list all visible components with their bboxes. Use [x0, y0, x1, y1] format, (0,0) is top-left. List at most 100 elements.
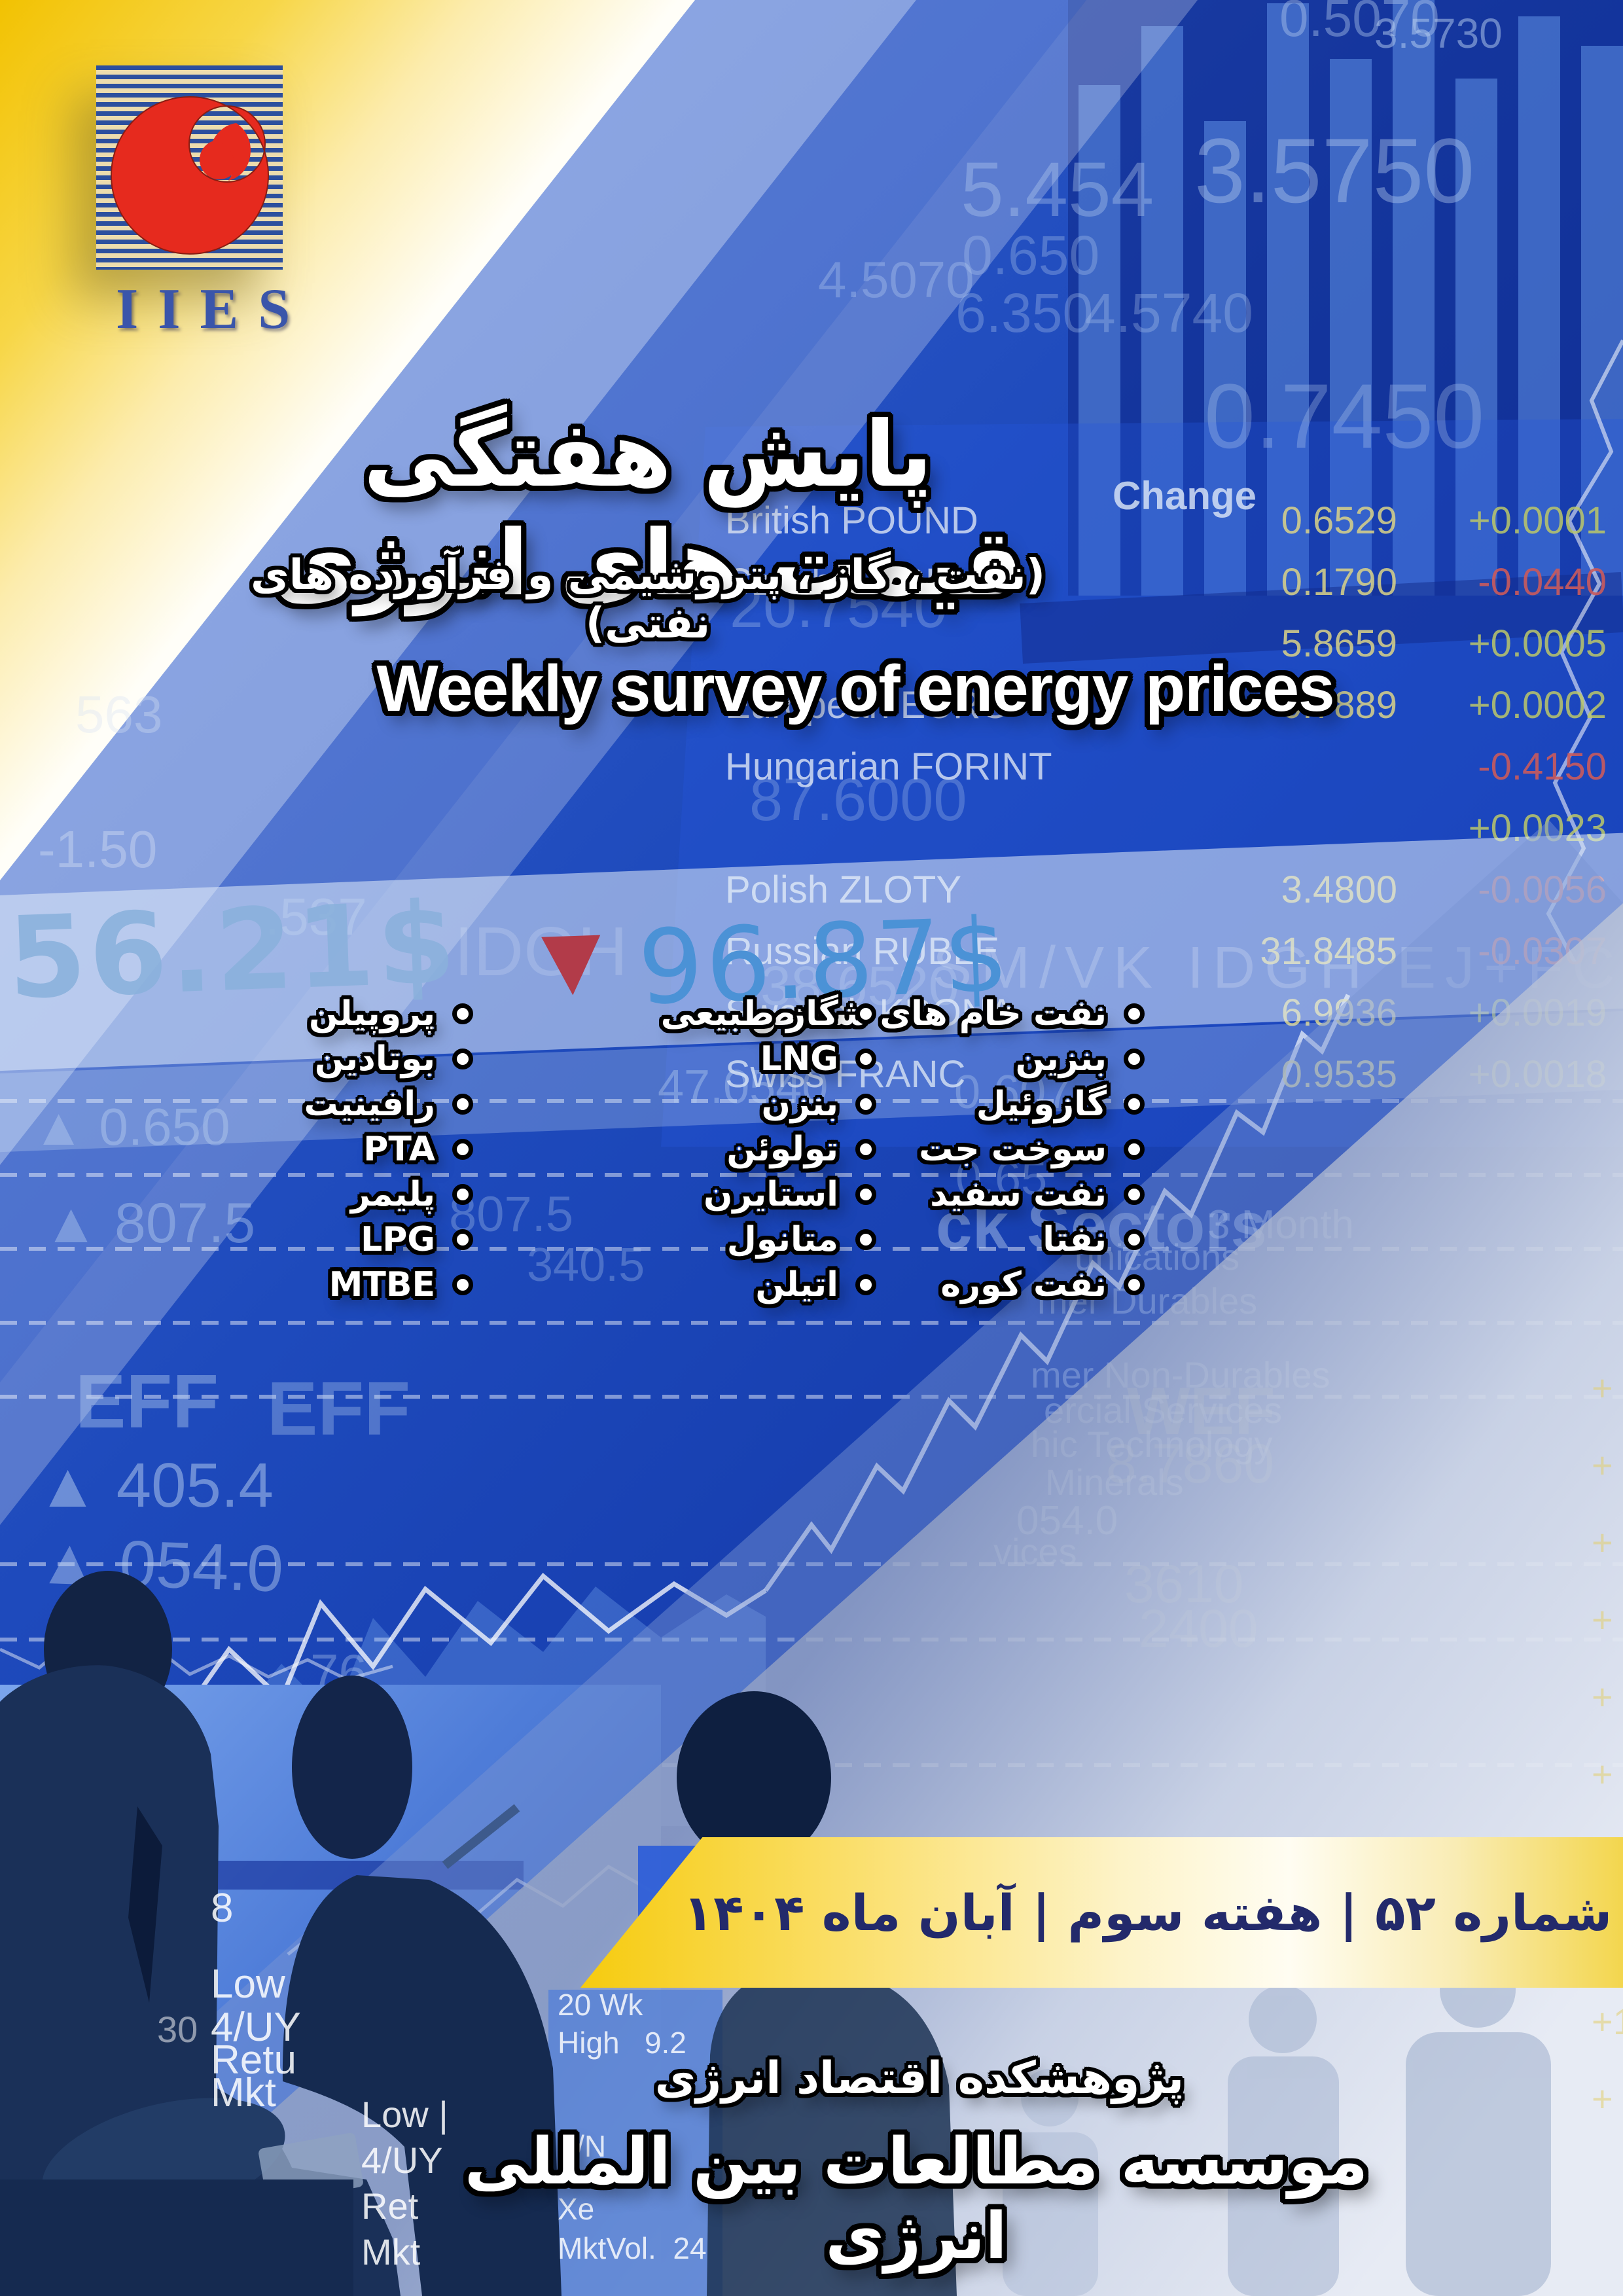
- page-subtitle: (نفت ، گاز ، پتروشیمی و فرآورده های نفتی…: [251, 551, 1045, 648]
- bullet-icon: [1124, 1274, 1145, 1295]
- screen-ticker: Mkt: [361, 2231, 421, 2272]
- bg-number: 5.454: [961, 147, 1154, 233]
- down-triangle-icon: ▼: [540, 912, 603, 1005]
- list-label: LPG: [361, 1220, 435, 1259]
- list-item: پلیمر: [351, 1173, 473, 1216]
- screen-ticker: Mkt: [211, 2070, 276, 2115]
- bullet-icon: [452, 1184, 473, 1205]
- list-item: بوتادین: [315, 1037, 473, 1081]
- bg-number: ▲ 807.5: [43, 1192, 256, 1255]
- bullet-icon: [1124, 1229, 1145, 1250]
- page-title: پایش هفتگی قیمت های انرژی: [272, 402, 1024, 616]
- list-label: بنزن: [761, 1085, 838, 1124]
- list-label: PTA: [363, 1130, 435, 1169]
- bullet-icon: [1124, 1094, 1145, 1115]
- list-label: نفتا: [1043, 1220, 1107, 1259]
- list-label: رافینیت: [304, 1085, 435, 1124]
- list-label: بنزین: [1015, 1039, 1107, 1079]
- bg-number: 4.5740: [1085, 282, 1253, 344]
- bg-number: 0.650: [962, 224, 1100, 286]
- bg-plus-mark: +: [1592, 1367, 1613, 1408]
- bullet-icon: [1124, 1184, 1145, 1205]
- bg-ticker-letters: EFF: [75, 1359, 219, 1444]
- list-item: گاز طبیعی: [661, 992, 876, 1035]
- list-item: بنزن: [762, 1083, 876, 1126]
- bullet-icon: [1124, 1049, 1145, 1069]
- ticker-panel: [548, 1990, 722, 2296]
- screen-ticker: High 9.2: [558, 2026, 687, 2060]
- currency-name: Swiss FRANC: [725, 1052, 965, 1096]
- bullet-icon: [452, 1229, 473, 1250]
- bullet-icon: [452, 1003, 473, 1024]
- bullet-icon: [452, 1139, 473, 1160]
- list-item: نفت سفید: [930, 1173, 1145, 1216]
- currency-name: British POUND: [725, 499, 978, 542]
- list-item: اتیلن: [755, 1263, 876, 1306]
- list-item: LNG: [760, 1037, 876, 1081]
- bg-number: 20.7540: [730, 573, 948, 640]
- bg-plus-mark: +: [1592, 1444, 1613, 1486]
- institute-department: پژوهشکده اقتصاد انرژی: [654, 2053, 1185, 2104]
- list-label: MTBE: [329, 1265, 435, 1304]
- list-item: رافینیت: [304, 1083, 473, 1126]
- bg-number: ▲ 405.4: [37, 1450, 274, 1520]
- bg-number: 340.5: [527, 1239, 645, 1291]
- bg-number: 6.350: [955, 282, 1094, 344]
- currency-change: +0.0005: [1468, 622, 1607, 665]
- list-label: نفت خام های شاخص: [751, 994, 1107, 1033]
- currency-value: 0.6529: [1281, 499, 1397, 542]
- list-label: استایرن: [704, 1175, 838, 1214]
- screen-ticker: Low: [211, 1962, 285, 2007]
- list-item: LPG: [361, 1218, 473, 1261]
- list-item: بنزین: [1016, 1037, 1145, 1081]
- logo-mark-icon: [111, 96, 269, 255]
- list-label: LNG: [760, 1039, 838, 1079]
- rising-line-chart: [764, 994, 1351, 1592]
- bullet-icon: [855, 1139, 876, 1160]
- bullet-icon: [452, 1049, 473, 1069]
- bg-number: 87.6000: [749, 766, 967, 833]
- list-item: MTBE: [329, 1263, 473, 1306]
- bg-ticker-letters: EFF: [267, 1366, 411, 1451]
- bg-plus-mark: +: [1592, 2078, 1613, 2119]
- currency-change: -0.4150: [1478, 745, 1607, 788]
- screen-ticker: MktVol. 24: [558, 2231, 707, 2265]
- page-title-en: Weekly survey of energy prices: [376, 652, 1334, 725]
- currency-value: 0.9535: [1281, 1052, 1397, 1096]
- bullet-icon: [855, 1003, 876, 1024]
- issue-banner: شماره ۵۲ | هفته سوم | آبان ماه ۱۴۰۴: [580, 1837, 1623, 1988]
- list-item: گازوئیل: [976, 1083, 1145, 1126]
- price-band: [0, 831, 1623, 1072]
- currency-row: 5.8659 +0.0005: [725, 622, 1610, 669]
- list-item: پروپیلن: [309, 992, 473, 1035]
- screen-ticker: T/N 5: [558, 2129, 649, 2163]
- issue-info: شماره ۵۲ | هفته سوم | آبان ماه ۱۴۰۴: [683, 1883, 1613, 1942]
- bullet-icon: [855, 1274, 876, 1295]
- bg-sector-text: ck Sectors: [936, 1189, 1267, 1264]
- list-label: گاز طبیعی: [660, 994, 838, 1033]
- screen-ticker: 30: [157, 2009, 198, 2050]
- currency-name: Czech KORUNA: [725, 561, 1006, 603]
- bar-chart-silhouette: [1079, 0, 1623, 596]
- bullet-icon: [855, 1184, 876, 1205]
- bg-plus-mark: +: [1592, 1676, 1613, 1717]
- list-item: تولوئن: [726, 1128, 876, 1171]
- bullet-icon: [855, 1094, 876, 1115]
- diagonal-band: [0, 0, 1198, 1525]
- bg-number: 47.0540: [658, 1060, 828, 1114]
- bg-number: 3.5750: [1194, 119, 1475, 222]
- screen-ticker: Low |: [361, 2094, 448, 2135]
- list-label: گازوئیل: [976, 1085, 1107, 1124]
- bg-number: 3.5730: [1374, 10, 1503, 57]
- list-label: اتیلن: [755, 1265, 838, 1304]
- bg-plus-mark: +: [1592, 1522, 1613, 1563]
- bg-number: 0.7450: [1204, 365, 1485, 467]
- list-label: بوتادین: [314, 1039, 435, 1079]
- currency-value: 0.7889: [1281, 684, 1397, 726]
- screen-ticker: Ret: [361, 2185, 419, 2227]
- list-label: پروپیلن: [309, 994, 435, 1033]
- list-label: متانول: [726, 1220, 838, 1259]
- currency-change: -0.0440: [1478, 561, 1607, 603]
- list-item: نفت کوره: [940, 1263, 1145, 1306]
